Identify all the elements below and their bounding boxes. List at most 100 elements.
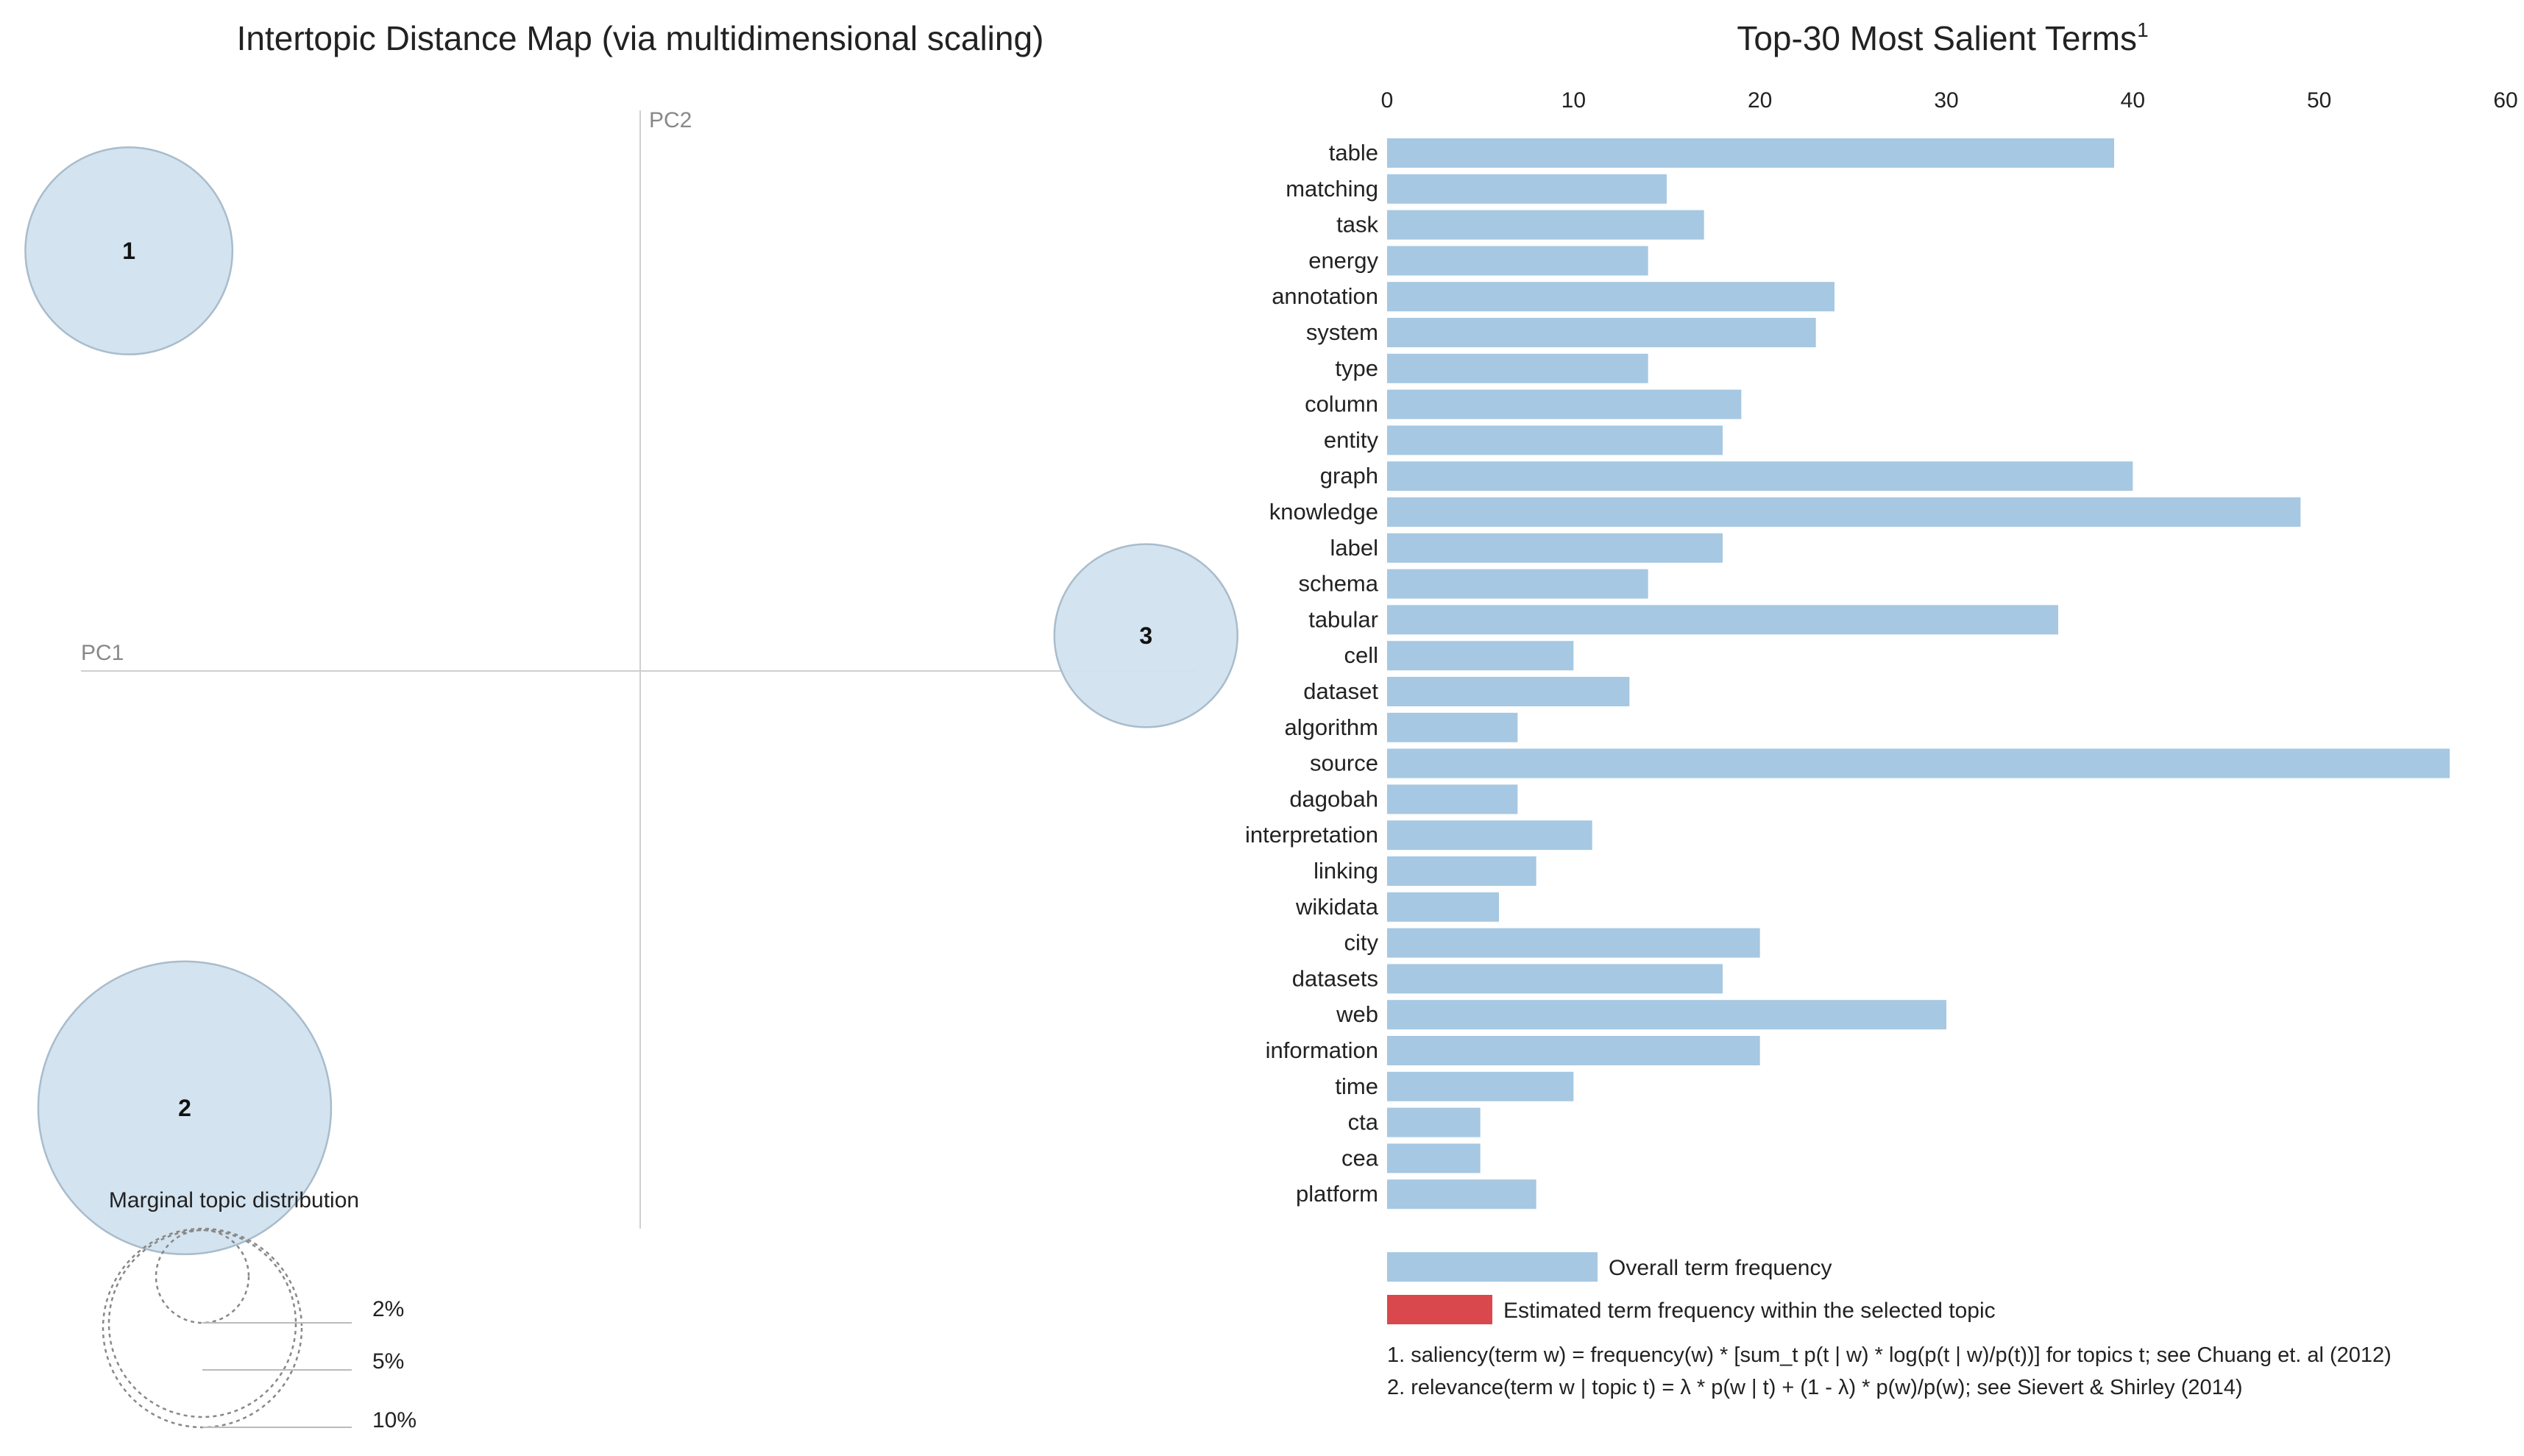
x-tick-label: 50 [2307,88,2331,113]
term-label-graph[interactable]: graph [1320,463,1378,489]
term-label-energy[interactable]: energy [1308,247,1378,273]
term-bar-wikidata[interactable] [1387,892,1499,922]
topic-bubble-2[interactable] [37,960,333,1256]
term-bar-type[interactable] [1387,353,1648,383]
term-label-cell[interactable]: cell [1344,642,1378,668]
footnotes: 1. saliency(term w) = frequency(w) * [su… [1387,1343,2392,1399]
topic-bubble-3[interactable] [1053,543,1238,728]
term-bar-knowledge[interactable] [1387,497,2301,527]
bar-legend: Overall term frequency Estimated term fr… [1387,1252,1996,1324]
term-bar-tabular[interactable] [1387,605,2058,635]
legend-overall-label: Overall term frequency [1609,1256,1832,1280]
marginal-label-10pct: 10% [372,1408,416,1432]
term-bar-cea[interactable] [1387,1143,1481,1173]
term-label-information[interactable]: information [1266,1037,1378,1063]
term-bar-graph[interactable] [1387,461,2133,491]
term-bar-time[interactable] [1387,1071,1574,1101]
marginal-legend-title: Marginal topic distribution [109,1188,359,1212]
term-label-time[interactable]: time [1335,1073,1378,1099]
term-bar-platform[interactable] [1387,1179,1536,1210]
term-bar-web[interactable] [1387,1000,1946,1030]
legend-topic-swatch [1387,1295,1492,1324]
term-bars [1387,138,2450,1210]
term-bar-system[interactable] [1387,318,1816,347]
term-label-column[interactable]: column [1305,391,1378,417]
term-bar-information[interactable] [1387,1036,1760,1065]
term-bar-matching[interactable] [1387,174,1667,204]
term-bar-city[interactable] [1387,928,1760,958]
topic-bubble-label: 3 [1139,622,1152,649]
term-label-interpretation[interactable]: interpretation [1245,822,1378,848]
term-bar-dagobah[interactable] [1387,784,1518,814]
term-label-city[interactable]: city [1344,930,1379,956]
marginal-circle-2pct [155,1229,250,1324]
term-label-datasets[interactable]: datasets [1292,965,1378,991]
salient-terms-title-superscript: 1 [2137,18,2149,41]
x-tick-label: 20 [1748,88,1772,113]
term-label-table[interactable]: table [1329,140,1378,166]
term-label-dagobah[interactable]: dagobah [1289,786,1378,812]
term-bar-interpretation[interactable] [1387,820,1592,850]
term-bar-cell[interactable] [1387,641,1574,671]
term-bar-entity[interactable] [1387,425,1723,455]
term-label-task[interactable]: task [1336,212,1378,238]
term-bar-energy[interactable] [1387,246,1648,276]
term-bar-dataset[interactable] [1387,677,1630,706]
term-label-algorithm[interactable]: algorithm [1285,714,1379,740]
term-bar-column[interactable] [1387,389,1742,419]
topic-bubbles: 1 2 3 [24,146,1238,1256]
salient-terms-title-text: Top-30 Most Salient Terms [1737,19,2137,57]
term-bar-task[interactable] [1387,210,1704,240]
term-label-linking[interactable]: linking [1314,858,1378,884]
term-label-web[interactable]: web [1336,1001,1378,1027]
intertopic-distance-panel: Intertopic Distance Map (via multidimens… [24,19,1238,1432]
term-label-type[interactable]: type [1335,355,1378,381]
term-bar-schema[interactable] [1387,569,1648,599]
pc2-axis-label: PC2 [649,108,692,132]
term-label-schema[interactable]: schema [1298,571,1378,597]
term-bar-annotation[interactable] [1387,282,1834,312]
legend-overall-swatch [1387,1252,1598,1282]
term-label-annotation[interactable]: annotation [1272,283,1378,309]
topic-bubble-label: 2 [178,1095,191,1121]
topic-bubble-label: 1 [122,238,135,264]
marginal-circle-10pct [102,1227,303,1429]
term-label-source[interactable]: source [1310,750,1378,776]
topic-bubble-1[interactable] [24,146,234,355]
term-bar-datasets[interactable] [1387,964,1723,994]
salient-terms-title: Top-30 Most Salient Terms1 [1737,18,2148,57]
x-tick-label: 40 [2121,88,2145,113]
term-label-tabular[interactable]: tabular [1308,606,1378,632]
marginal-label-5pct: 5% [372,1349,404,1374]
term-bar-source[interactable] [1387,748,2450,778]
pc1-axis-label: PC1 [81,641,124,665]
term-label-dataset[interactable]: dataset [1303,678,1378,704]
pc-axes: PC2 PC1 [81,108,1196,1229]
x-tick-label: 10 [1561,88,1586,113]
term-label-entity[interactable]: entity [1324,427,1379,452]
salient-terms-panel: Top-30 Most Salient Terms1 0 10 20 30 40 50 60… [1245,18,2518,1399]
x-axis-ticks: 0 10 20 30 40 50 60 [1381,88,2518,113]
term-label-system[interactable]: system [1306,319,1378,345]
legend-topic-label: Estimated term frequency within the sele… [1503,1299,1996,1323]
footnote-saliency: 1. saliency(term w) = frequency(w) * [su… [1387,1343,2392,1367]
x-tick-label: 30 [1934,88,1958,113]
term-bar-linking[interactable] [1387,856,1536,886]
term-label-knowledge[interactable]: knowledge [1269,499,1378,525]
marginal-label-2pct: 2% [372,1297,404,1321]
term-labels: table matching task energy annotation system t… [1245,140,1379,1207]
term-label-cta[interactable]: cta [1348,1109,1379,1135]
term-label-cea[interactable]: cea [1341,1145,1379,1171]
term-label-label[interactable]: label [1330,535,1379,561]
intertopic-map-title: Intertopic Distance Map (via multidimens… [237,19,1044,57]
term-label-platform[interactable]: platform [1296,1181,1378,1207]
term-label-wikidata[interactable]: wikidata [1295,894,1379,920]
term-bar-cta[interactable] [1387,1107,1481,1137]
marginal-topic-distribution: Marginal topic distribution 2% 5% 10% [102,1188,416,1432]
term-bar-label[interactable] [1387,533,1723,563]
term-label-matching[interactable]: matching [1286,176,1378,202]
footnote-relevance: 2. relevance(term w | topic t) = λ * p(w… [1387,1376,2243,1399]
term-bar-table[interactable] [1387,138,2114,168]
term-bar-algorithm[interactable] [1387,712,1518,742]
